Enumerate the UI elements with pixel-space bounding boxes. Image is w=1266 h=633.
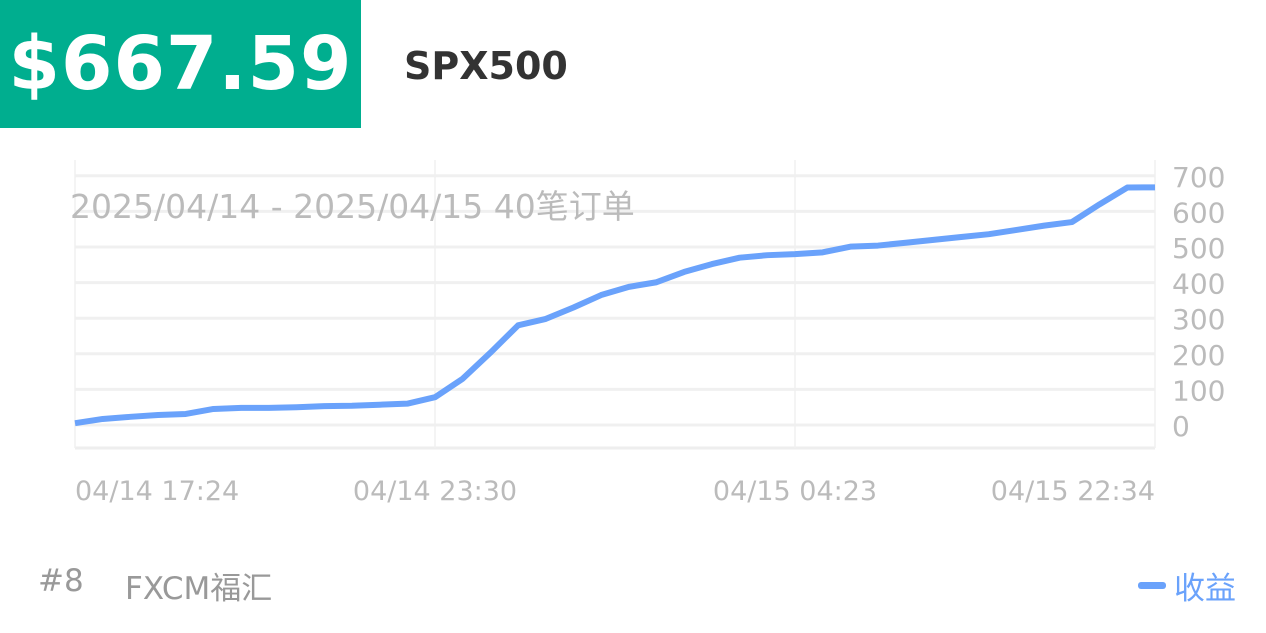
y-tick-label: 0 [1172, 410, 1190, 443]
y-tick-label: 500 [1172, 232, 1225, 265]
y-tick-label: 200 [1172, 339, 1225, 372]
chart-annotation: 2025/04/14 - 2025/04/15 40笔订单 [70, 187, 635, 226]
y-tick-label: 700 [1172, 161, 1225, 194]
broker-name: FXCM福汇 [125, 571, 273, 607]
y-tick-label: 300 [1172, 303, 1225, 336]
legend-swatch [1138, 582, 1166, 589]
y-tick-label: 600 [1172, 196, 1225, 229]
x-tick-label: 04/15 22:34 [991, 476, 1155, 507]
x-tick-label: 04/14 23:30 [353, 476, 517, 507]
legend-item-profit[interactable]: 收益 [1138, 563, 1236, 608]
x-tick-label: 04/14 17:24 [75, 476, 239, 507]
y-tick-label: 400 [1172, 268, 1225, 301]
series-line-profit [74, 184, 1156, 427]
total-profit-badge: $667.59 [0, 0, 361, 128]
y-tick-label: 100 [1172, 374, 1225, 407]
legend-label: 收益 [1174, 571, 1236, 607]
x-tick-label: 04/15 04:23 [713, 476, 877, 507]
symbol-title: SPX500 [404, 44, 568, 88]
rank-label: #8 [38, 563, 84, 599]
